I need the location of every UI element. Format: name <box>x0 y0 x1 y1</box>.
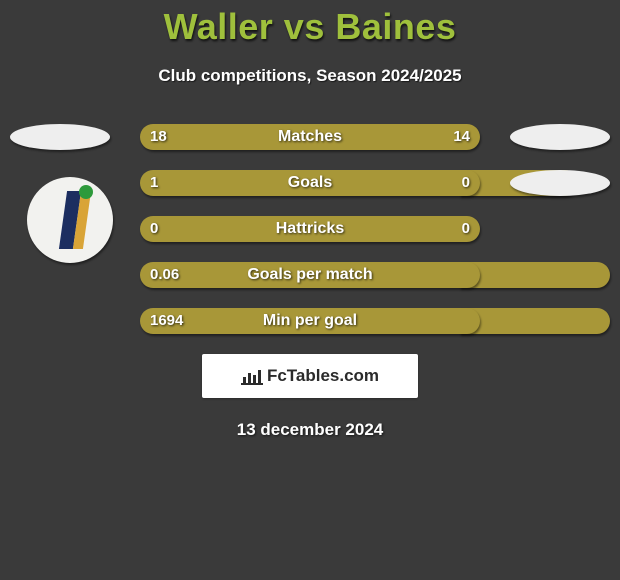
club-crest-left <box>27 177 113 263</box>
player-badge-right <box>510 170 610 196</box>
stat-label: Goals per match <box>0 262 620 288</box>
player-badge-left <box>10 124 110 150</box>
page-title: Waller vs Baines <box>0 0 620 48</box>
stat-row: 0.06Goals per match <box>0 262 620 288</box>
stat-label: Min per goal <box>0 308 620 334</box>
subtitle: Club competitions, Season 2024/2025 <box>0 66 620 86</box>
date-text: 13 december 2024 <box>0 420 620 440</box>
attribution-badge: FcTables.com <box>202 354 418 398</box>
attribution-text: FcTables.com <box>267 366 379 386</box>
stat-row: 1694Min per goal <box>0 308 620 334</box>
stat-row: 1814Matches <box>0 124 620 150</box>
chart-icon <box>241 367 263 385</box>
player-badge-right <box>510 124 610 150</box>
